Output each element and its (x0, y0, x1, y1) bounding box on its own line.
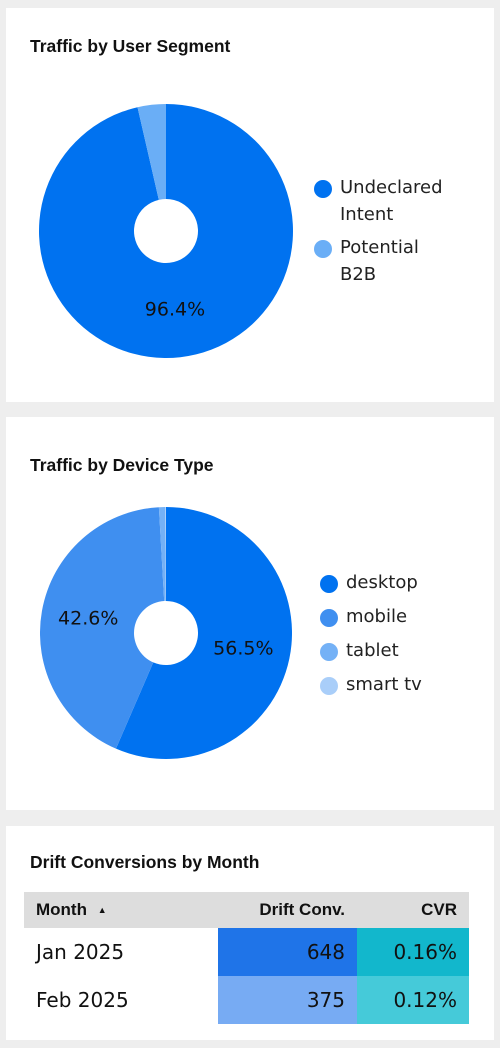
column-header[interactable]: Drift Conv. (218, 892, 357, 928)
slice (158, 507, 166, 602)
chart-title: Traffic by Device Type (30, 455, 214, 475)
slice (115, 507, 292, 759)
legend: Undeclared Intent Potential B2B (314, 174, 443, 294)
data-label: 42.6% (58, 608, 118, 630)
slice (38, 104, 293, 358)
cell: 648 (218, 928, 357, 976)
column-header[interactable]: Month ▲ (24, 892, 218, 928)
legend-label: smart tv (346, 674, 422, 695)
legend-label: tablet (346, 640, 399, 661)
slice (165, 507, 166, 602)
legend-swatch (314, 240, 332, 258)
chart-card: Traffic by User Segment 96.4% Undeclared I… (6, 8, 494, 402)
donut-chart: 96.4% (38, 104, 293, 358)
legend-item: smart tv (320, 671, 450, 698)
legend-item: Undeclared Intent (314, 174, 443, 228)
table-card: Drift Conversions by Month Month ▲ Drift… (6, 826, 494, 1040)
cell: Jan 2025 (36, 940, 125, 964)
column-header[interactable]: CVR (357, 892, 469, 928)
table: Month ▲ Drift Conv. CVR Jan 2025 648 0.1… (24, 892, 469, 1024)
slice (39, 507, 165, 749)
slice (137, 104, 166, 200)
legend-swatch (320, 575, 338, 593)
cell: 375 (218, 976, 357, 1024)
legend-swatch (320, 677, 338, 695)
sort-icon: ▲ (97, 905, 107, 915)
legend-label: desktop (346, 572, 418, 593)
table-title: Drift Conversions by Month (30, 852, 260, 872)
legend-item: Potential B2B (314, 234, 426, 288)
table-row: Jan 2025 648 0.16% (24, 928, 469, 976)
donut-chart: 56.5% 42.6% (39, 507, 292, 759)
legend-item: mobile (320, 603, 450, 630)
header-row: Month ▲ Drift Conv. CVR (24, 892, 469, 928)
header-text: Month (36, 900, 87, 919)
legend-label: mobile (346, 606, 408, 627)
legend-item: desktop (320, 569, 450, 596)
chart-card: Traffic by Device Type 56.5% 42.6% desktop m… (6, 417, 494, 810)
legend-swatch (320, 609, 338, 627)
cell: Feb 2025 (36, 988, 129, 1012)
legend-swatch (314, 180, 332, 198)
chart-title: Traffic by User Segment (30, 36, 231, 56)
cell: 0.12% (357, 976, 469, 1024)
legend-label: Potential B2B (340, 237, 419, 285)
data-label: 56.5% (213, 638, 273, 660)
legend-label: Undeclared Intent (340, 177, 443, 225)
table-row: Feb 2025 375 0.12% (24, 976, 469, 1024)
legend-item: tablet (320, 637, 450, 664)
legend-swatch (320, 643, 338, 661)
legend: desktop mobile tablet smart tv (320, 569, 450, 705)
data-label: 96.4% (145, 298, 205, 320)
cell: 0.16% (357, 928, 469, 976)
